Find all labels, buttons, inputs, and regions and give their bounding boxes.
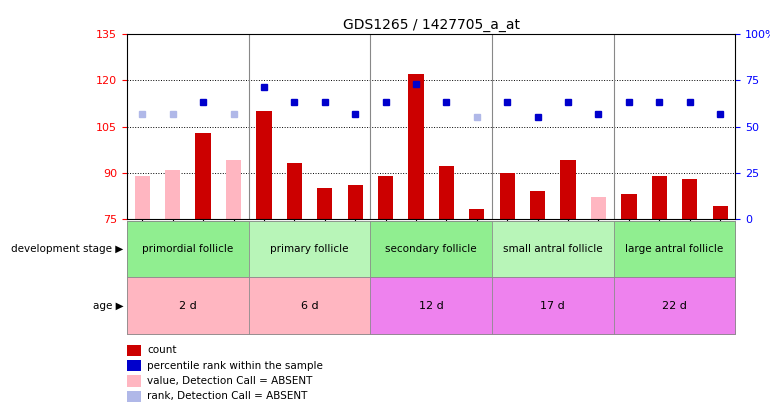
Text: count: count — [147, 345, 176, 355]
Bar — [530, 191, 545, 219]
Text: percentile rank within the sample: percentile rank within the sample — [147, 361, 323, 371]
Text: secondary follicle: secondary follicle — [386, 244, 477, 254]
Bar — [256, 111, 272, 219]
Bar — [651, 176, 667, 219]
FancyBboxPatch shape — [614, 277, 735, 334]
FancyBboxPatch shape — [370, 221, 492, 277]
FancyBboxPatch shape — [127, 277, 249, 334]
Text: rank, Detection Call = ABSENT: rank, Detection Call = ABSENT — [147, 392, 307, 401]
FancyBboxPatch shape — [370, 277, 492, 334]
Bar — [317, 188, 333, 219]
Bar — [165, 170, 180, 219]
Bar — [135, 176, 150, 219]
Bar — [621, 194, 637, 219]
Text: primordial follicle: primordial follicle — [142, 244, 233, 254]
Bar — [196, 133, 211, 219]
Bar — [682, 179, 698, 219]
Bar — [226, 160, 241, 219]
Bar — [347, 185, 363, 219]
FancyBboxPatch shape — [249, 277, 370, 334]
Text: 2 d: 2 d — [179, 301, 197, 311]
FancyBboxPatch shape — [492, 221, 614, 277]
Text: 17 d: 17 d — [541, 301, 565, 311]
Bar — [408, 75, 424, 219]
Bar — [469, 209, 484, 219]
Bar — [439, 166, 454, 219]
Text: 12 d: 12 d — [419, 301, 444, 311]
Bar — [500, 173, 515, 219]
FancyBboxPatch shape — [492, 277, 614, 334]
Text: 22 d: 22 d — [662, 301, 687, 311]
Text: value, Detection Call = ABSENT: value, Detection Call = ABSENT — [147, 376, 313, 386]
Bar — [286, 163, 302, 219]
Text: large antral follicle: large antral follicle — [625, 244, 724, 254]
FancyBboxPatch shape — [127, 221, 249, 277]
Bar — [378, 176, 393, 219]
FancyBboxPatch shape — [614, 221, 735, 277]
Title: GDS1265 / 1427705_a_at: GDS1265 / 1427705_a_at — [343, 18, 520, 32]
Text: development stage ▶: development stage ▶ — [11, 244, 123, 254]
Bar — [591, 197, 606, 219]
Text: small antral follicle: small antral follicle — [503, 244, 603, 254]
FancyBboxPatch shape — [249, 221, 370, 277]
Text: age ▶: age ▶ — [92, 301, 123, 311]
Bar — [561, 160, 576, 219]
Text: 6 d: 6 d — [301, 301, 318, 311]
Bar — [712, 207, 728, 219]
Text: primary follicle: primary follicle — [270, 244, 349, 254]
